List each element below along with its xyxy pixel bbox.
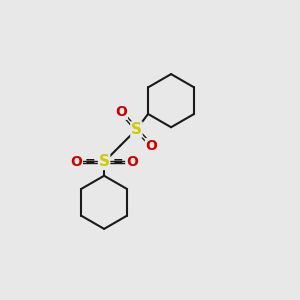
Text: O: O <box>146 139 158 153</box>
Text: S: S <box>99 154 110 169</box>
Text: O: O <box>126 155 138 169</box>
Text: =: = <box>112 155 123 168</box>
Text: O: O <box>70 155 82 169</box>
Text: O: O <box>116 105 127 119</box>
Text: S: S <box>131 122 142 137</box>
Text: =: = <box>85 155 95 168</box>
